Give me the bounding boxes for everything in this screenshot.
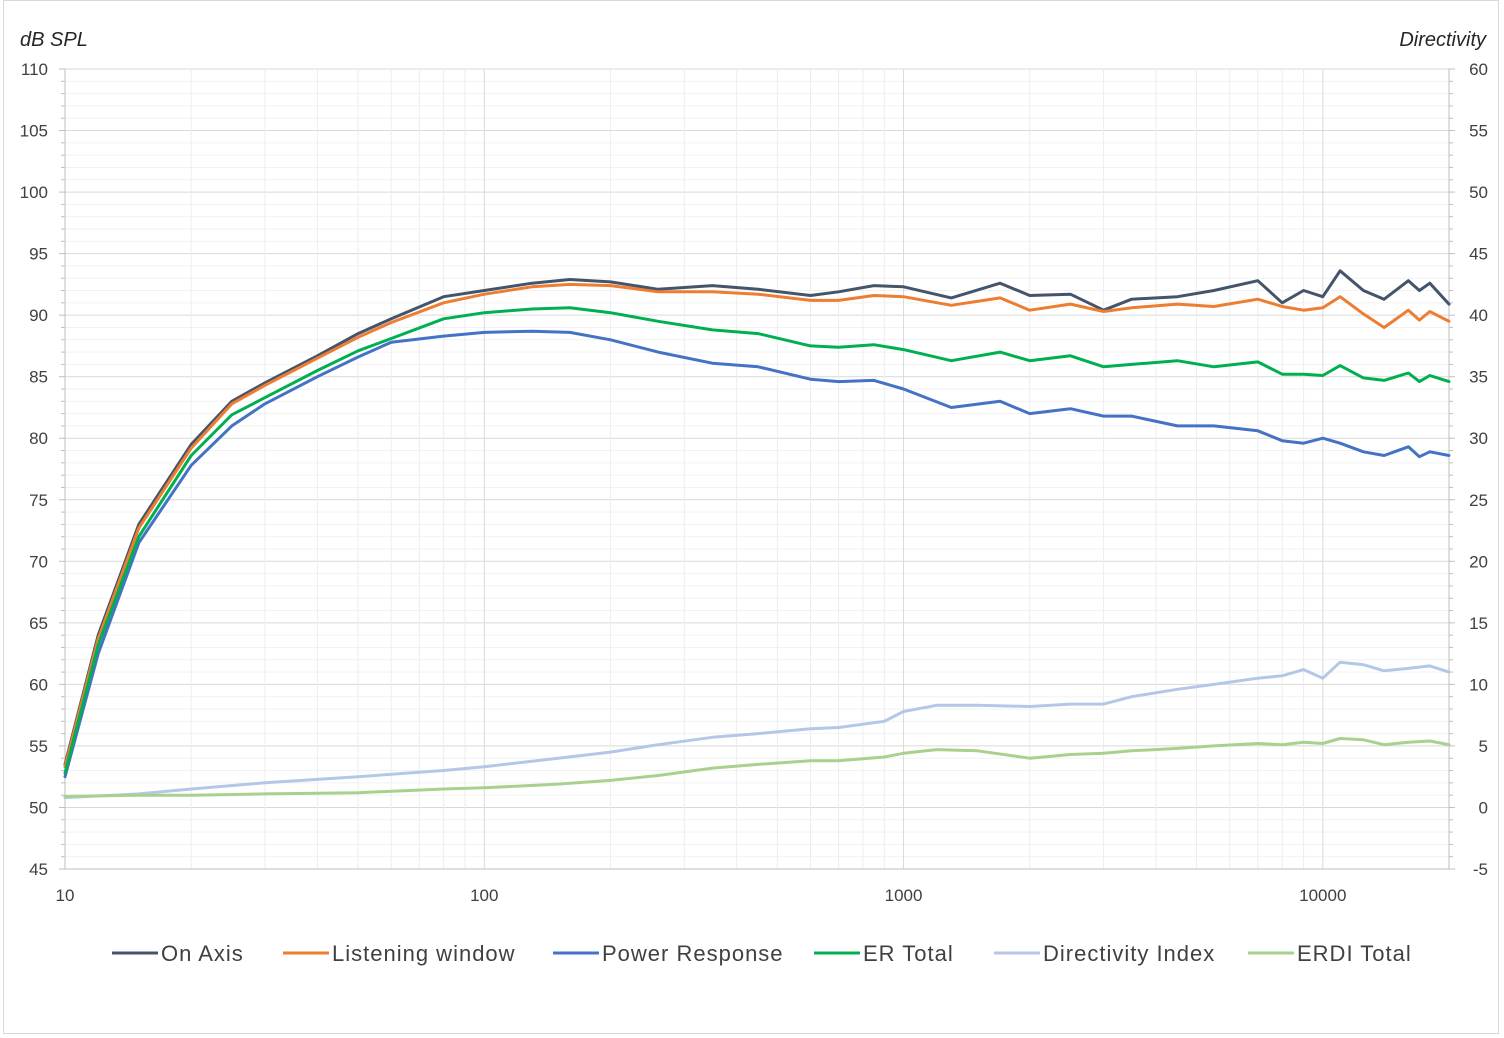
series-lines — [63, 269, 1451, 800]
y-tick-label-right: 30 — [1469, 429, 1488, 448]
y-tick-label-right: 15 — [1469, 614, 1488, 633]
y-tick-label-right: 55 — [1469, 122, 1488, 141]
legend-label-er-total: ER Total — [863, 941, 954, 966]
x-tick-label: 100 — [470, 886, 498, 905]
y-tick-label-right: -5 — [1473, 860, 1488, 879]
gridlines — [64, 68, 1450, 870]
x-tick-label: 10 — [56, 886, 75, 905]
y-tick-label-left: 100 — [20, 183, 48, 202]
y-tick-label-right: 5 — [1479, 737, 1488, 756]
axes: 45 50 55 60 65 70 75 80 85 90 95 100 105 110 -5 0 5 10 15 2… — [20, 60, 1488, 905]
y-tick-label-left: 110 — [21, 60, 48, 79]
y-tick-label-right: 20 — [1469, 552, 1488, 571]
y-tick-label-left: 55 — [29, 737, 48, 756]
y-tick-label-right: 40 — [1469, 306, 1488, 325]
y-tick-label-right: 45 — [1469, 245, 1488, 264]
legend: On Axis Listening window Power Response ER … — [112, 941, 1412, 966]
series-line-directivity-index — [63, 660, 1451, 800]
y-axis-title-left: dB SPL — [20, 29, 88, 51]
x-tick-label: 10000 — [1299, 886, 1346, 905]
chart-frame: 45 50 55 60 65 70 75 80 85 90 95 100 105 110 -5 0 5 10 15 2… — [3, 0, 1499, 1034]
legend-label-erdi-total: ERDI Total — [1297, 941, 1412, 966]
y-tick-label-left: 95 — [29, 245, 48, 264]
series-line-on-axis — [63, 269, 1451, 766]
y-axis-title-right: Directivity — [1399, 29, 1487, 51]
y-tick-label-right: 60 — [1469, 60, 1488, 79]
legend-label-listening-window: Listening window — [332, 941, 516, 966]
y-tick-label-right: 50 — [1469, 183, 1488, 202]
series-line-listening-window — [63, 282, 1451, 769]
y-tick-label-left: 85 — [29, 368, 48, 387]
y-tick-label-right: 10 — [1469, 675, 1488, 694]
legend-label-directivity-index: Directivity Index — [1043, 941, 1215, 966]
series-line-power-response — [63, 329, 1451, 779]
series-line-erdi-total — [63, 737, 1451, 798]
y-tick-label-left: 75 — [29, 491, 48, 510]
y-tick-label-left: 70 — [29, 552, 48, 571]
chart-svg: 45 50 55 60 65 70 75 80 85 90 95 100 105 110 -5 0 5 10 15 2… — [20, 29, 1488, 966]
y-tick-label-right: 25 — [1469, 491, 1488, 510]
y-tick-label-left: 105 — [20, 122, 48, 141]
legend-label-power-response: Power Response — [602, 941, 784, 966]
series-line-er-total — [63, 306, 1451, 775]
y-tick-label-left: 90 — [29, 306, 48, 325]
legend-label-on-axis: On Axis — [161, 941, 244, 966]
y-tick-label-right: 0 — [1479, 798, 1488, 817]
y-tick-label-left: 65 — [29, 614, 48, 633]
y-tick-label-left: 45 — [29, 860, 48, 879]
y-tick-label-left: 50 — [29, 798, 48, 817]
y-tick-label-left: 80 — [29, 429, 48, 448]
y-tick-label-left: 60 — [29, 675, 48, 694]
y-tick-label-right: 35 — [1469, 368, 1488, 387]
x-tick-label: 1000 — [885, 886, 923, 905]
